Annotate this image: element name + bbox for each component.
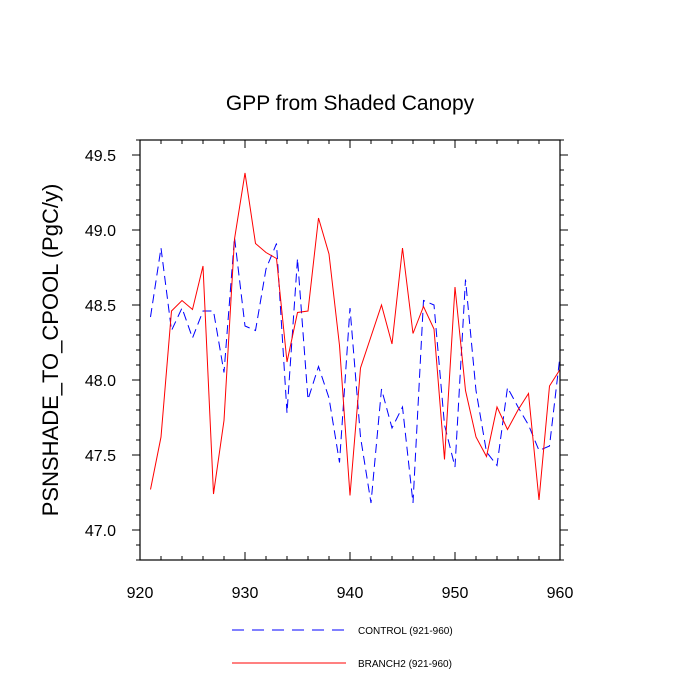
y-tick-label: 48.0	[85, 373, 116, 390]
legend-label-branch2: BRANCH2 (921-960)	[358, 659, 452, 670]
series-line-control	[150, 237, 561, 504]
y-tick-label: 48.5	[85, 298, 116, 315]
y-tick-label: 47.0	[85, 523, 116, 540]
y-tick-label: 49.5	[85, 148, 116, 165]
plot-frame	[139, 139, 561, 561]
plot-series-group	[150, 172, 561, 504]
chart-title: GPP from Shaded Canopy	[226, 92, 475, 115]
y-tick-label: 47.5	[85, 448, 116, 465]
legend: CONTROL (921-960) BRANCH2 (921-960)	[232, 626, 453, 670]
x-tick-label: 950	[442, 585, 469, 602]
x-tick-label: 920	[127, 585, 154, 602]
series-line-branch2	[150, 172, 561, 501]
y-axis-label: PSNSHADE_TO_CPOOL (PgC/y)	[38, 184, 63, 517]
axis-tick-labels: 920 930 940 950 960 47.0 47.5 48.0 48.5 49.0 49.5	[85, 148, 574, 602]
x-tick-label: 960	[547, 585, 574, 602]
axis-ticks	[132, 139, 568, 561]
x-tick-label: 940	[337, 585, 364, 602]
x-tick-label: 930	[232, 585, 259, 602]
legend-label-control: CONTROL (921-960)	[358, 626, 453, 637]
y-tick-label: 49.0	[85, 223, 116, 240]
